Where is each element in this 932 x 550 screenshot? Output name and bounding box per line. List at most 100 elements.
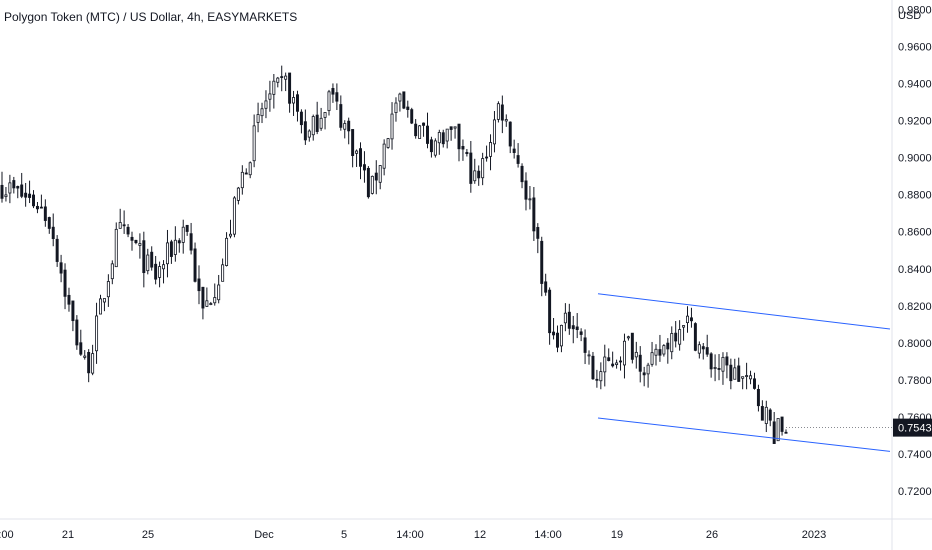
candle-body-up xyxy=(327,91,331,111)
candle-body-up xyxy=(83,355,87,358)
candle xyxy=(0,171,4,203)
candle-body-up xyxy=(173,239,177,255)
candle xyxy=(229,219,232,239)
candle-body-down xyxy=(536,227,540,239)
channel-layer xyxy=(597,293,891,452)
candle xyxy=(406,100,410,118)
candle xyxy=(713,354,717,382)
candle-body-down xyxy=(512,148,516,153)
candle xyxy=(374,160,378,195)
candle xyxy=(32,190,36,209)
candle-body-up xyxy=(319,117,323,129)
candle xyxy=(59,254,63,283)
candle xyxy=(689,307,693,328)
candle xyxy=(512,139,516,159)
candle xyxy=(276,76,280,88)
candle-body-down xyxy=(51,226,55,239)
candle xyxy=(4,186,8,202)
candle xyxy=(126,223,130,238)
candle xyxy=(544,273,548,296)
time-axis[interactable]: :00 21 25 Dec 5 14:00 12 14:00 19 26 2023 xyxy=(0,518,932,541)
candle-body-down xyxy=(552,331,556,336)
candle xyxy=(319,107,323,131)
candle xyxy=(764,400,768,433)
candle xyxy=(662,344,666,357)
candle-body-up xyxy=(682,325,686,328)
candle-body-up xyxy=(213,297,217,304)
candle-body-down xyxy=(729,364,733,382)
time-tick-label: 2023 xyxy=(802,529,826,541)
candle-body-down xyxy=(414,123,418,137)
candle-body-up xyxy=(686,315,689,324)
candle-body-down xyxy=(32,194,36,207)
candle-body-up xyxy=(370,175,374,194)
candle-body-up xyxy=(252,125,256,162)
candle-body-down xyxy=(422,122,426,126)
candle-body-down xyxy=(532,197,536,232)
candle xyxy=(91,344,95,376)
candle xyxy=(8,174,12,204)
candle-body-down xyxy=(607,357,611,361)
candle xyxy=(146,248,150,275)
candle xyxy=(682,325,686,341)
current-price-badge xyxy=(893,418,932,437)
candle xyxy=(473,158,477,184)
candle xyxy=(563,303,567,332)
candle xyxy=(335,83,339,111)
candle xyxy=(701,342,705,360)
candle-body-down xyxy=(567,311,571,329)
candle xyxy=(16,185,20,199)
candle xyxy=(449,126,453,141)
candle-body-down xyxy=(24,192,28,198)
candle-body-up xyxy=(311,116,315,136)
candle xyxy=(260,102,264,124)
candle xyxy=(307,129,311,142)
candle-body-down xyxy=(630,332,634,360)
candle-body-down xyxy=(20,184,24,197)
time-tick-label: :00 xyxy=(0,529,14,541)
candle xyxy=(106,274,110,307)
candle-body-up xyxy=(733,367,737,380)
candle xyxy=(292,90,296,116)
channel-line-upper[interactable] xyxy=(597,293,891,330)
candle xyxy=(87,349,91,383)
currency-label: USD xyxy=(898,10,921,22)
candle-body-down xyxy=(485,156,489,159)
candle xyxy=(500,95,504,134)
candle xyxy=(28,180,32,204)
candle xyxy=(398,92,402,112)
candle xyxy=(252,114,256,168)
candle xyxy=(43,199,47,227)
candle-body-up xyxy=(272,80,276,95)
candle-body-up xyxy=(398,93,402,102)
candle xyxy=(79,329,83,356)
channel-line-lower[interactable] xyxy=(597,417,891,452)
candle-body-up xyxy=(240,171,244,189)
candle xyxy=(768,408,772,427)
candle-body-down xyxy=(177,240,181,244)
candle-body-down xyxy=(465,152,469,154)
time-tick-label: 14:00 xyxy=(396,529,424,541)
candle xyxy=(615,359,619,369)
candle xyxy=(717,354,721,381)
candle-body-up xyxy=(91,353,95,374)
candle-body-down xyxy=(709,353,713,370)
price-tick-label: 0.9600 xyxy=(898,41,932,53)
candle-body-up xyxy=(386,138,390,148)
time-tick-label: 25 xyxy=(142,529,154,541)
candle xyxy=(477,165,481,186)
current-price-label: 0.7543 xyxy=(898,423,932,435)
candle xyxy=(536,223,540,254)
candle-body-up xyxy=(256,114,260,123)
candle-body-down xyxy=(150,251,154,268)
candle xyxy=(402,91,406,110)
candle xyxy=(158,261,162,288)
candle xyxy=(197,265,201,305)
candle-body-down xyxy=(752,378,756,389)
candle xyxy=(20,172,24,199)
candle-body-down xyxy=(674,332,678,342)
candle xyxy=(264,90,268,119)
